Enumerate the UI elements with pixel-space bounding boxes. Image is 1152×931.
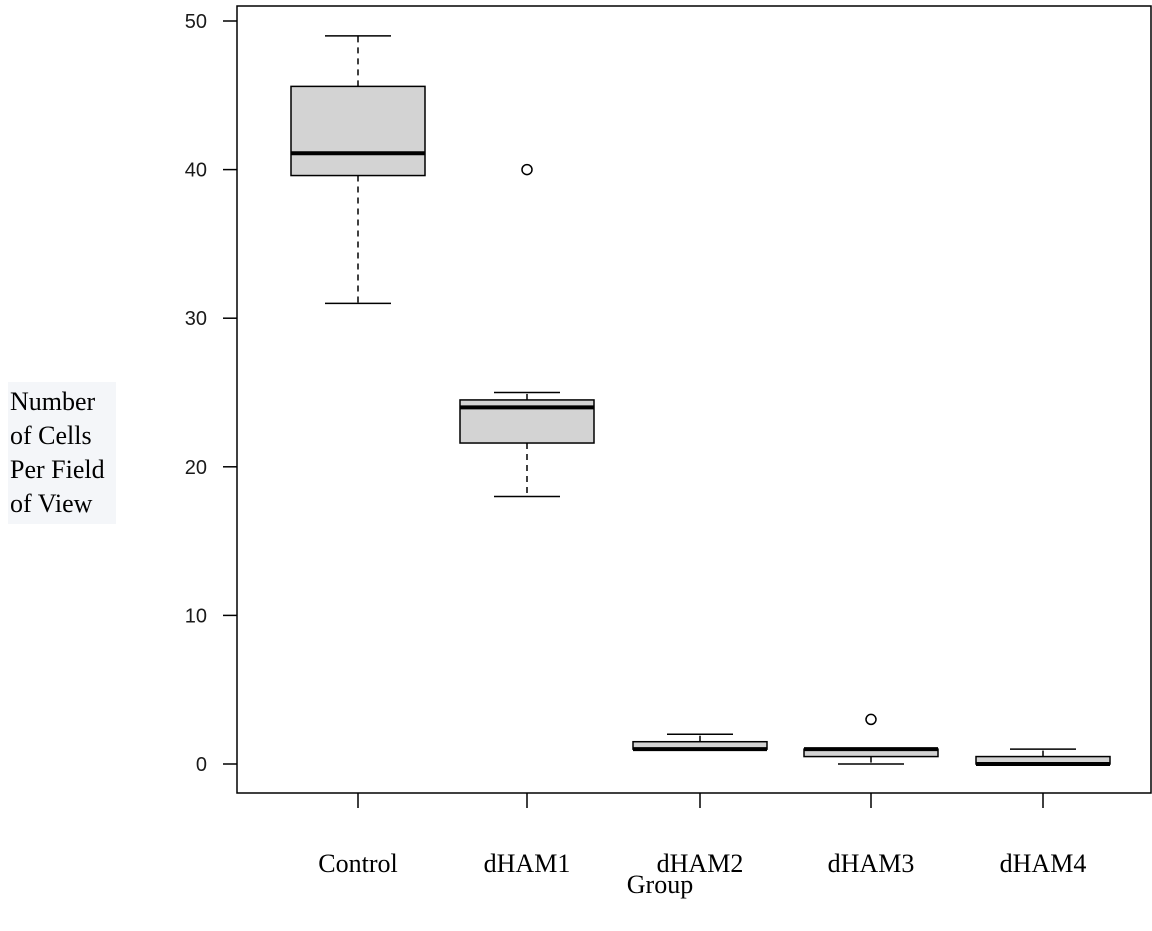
x-axis: Control dHAM1 dHAM2 dHAM3 dHAM4 xyxy=(318,793,1086,878)
iqr-box-Control xyxy=(290,85,426,177)
box-dHAM4 xyxy=(975,748,1111,766)
y-tick-label-30: 30 xyxy=(185,308,207,330)
y-tick-label-20: 20 xyxy=(185,457,207,479)
y-tick-label-0: 0 xyxy=(196,754,207,776)
y-tick-label-50: 50 xyxy=(185,11,207,33)
x-axis-title: Group xyxy=(627,870,693,899)
x-category-label-dHAM2: dHAM2 xyxy=(657,849,744,878)
y-tick-label-10: 10 xyxy=(185,605,207,627)
y-axis: 0 10 20 30 40 50 xyxy=(185,11,237,776)
outlier-dHAM1-0 xyxy=(521,163,533,176)
y-axis-title-line-3: Per Field xyxy=(10,455,105,484)
y-axis-title-background xyxy=(8,382,116,524)
box-dHAM3 xyxy=(803,713,939,765)
box-dHAM2 xyxy=(632,733,768,752)
x-category-label-dHAM4: dHAM4 xyxy=(1000,849,1087,878)
x-category-label-dHAM3: dHAM3 xyxy=(828,849,915,878)
y-tick-label-40: 40 xyxy=(185,160,207,182)
outlier-dHAM3-0 xyxy=(865,713,877,726)
y-axis-title-line-2: of Cells xyxy=(10,421,92,450)
y-axis-title: Number of Cells Per Field of View xyxy=(8,382,116,524)
box-dHAM1 xyxy=(459,163,595,498)
x-category-label-dHAM1: dHAM1 xyxy=(484,849,571,878)
x-category-label-Control: Control xyxy=(318,849,397,878)
plot-frame xyxy=(236,5,1152,794)
box-series xyxy=(290,35,1111,766)
y-axis-title-line-1: Number xyxy=(10,387,96,416)
y-axis-title-line-4: of View xyxy=(10,489,93,518)
box-Control xyxy=(290,35,426,305)
